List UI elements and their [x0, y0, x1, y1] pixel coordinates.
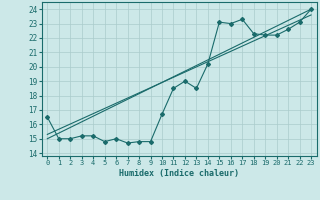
X-axis label: Humidex (Indice chaleur): Humidex (Indice chaleur)	[119, 169, 239, 178]
